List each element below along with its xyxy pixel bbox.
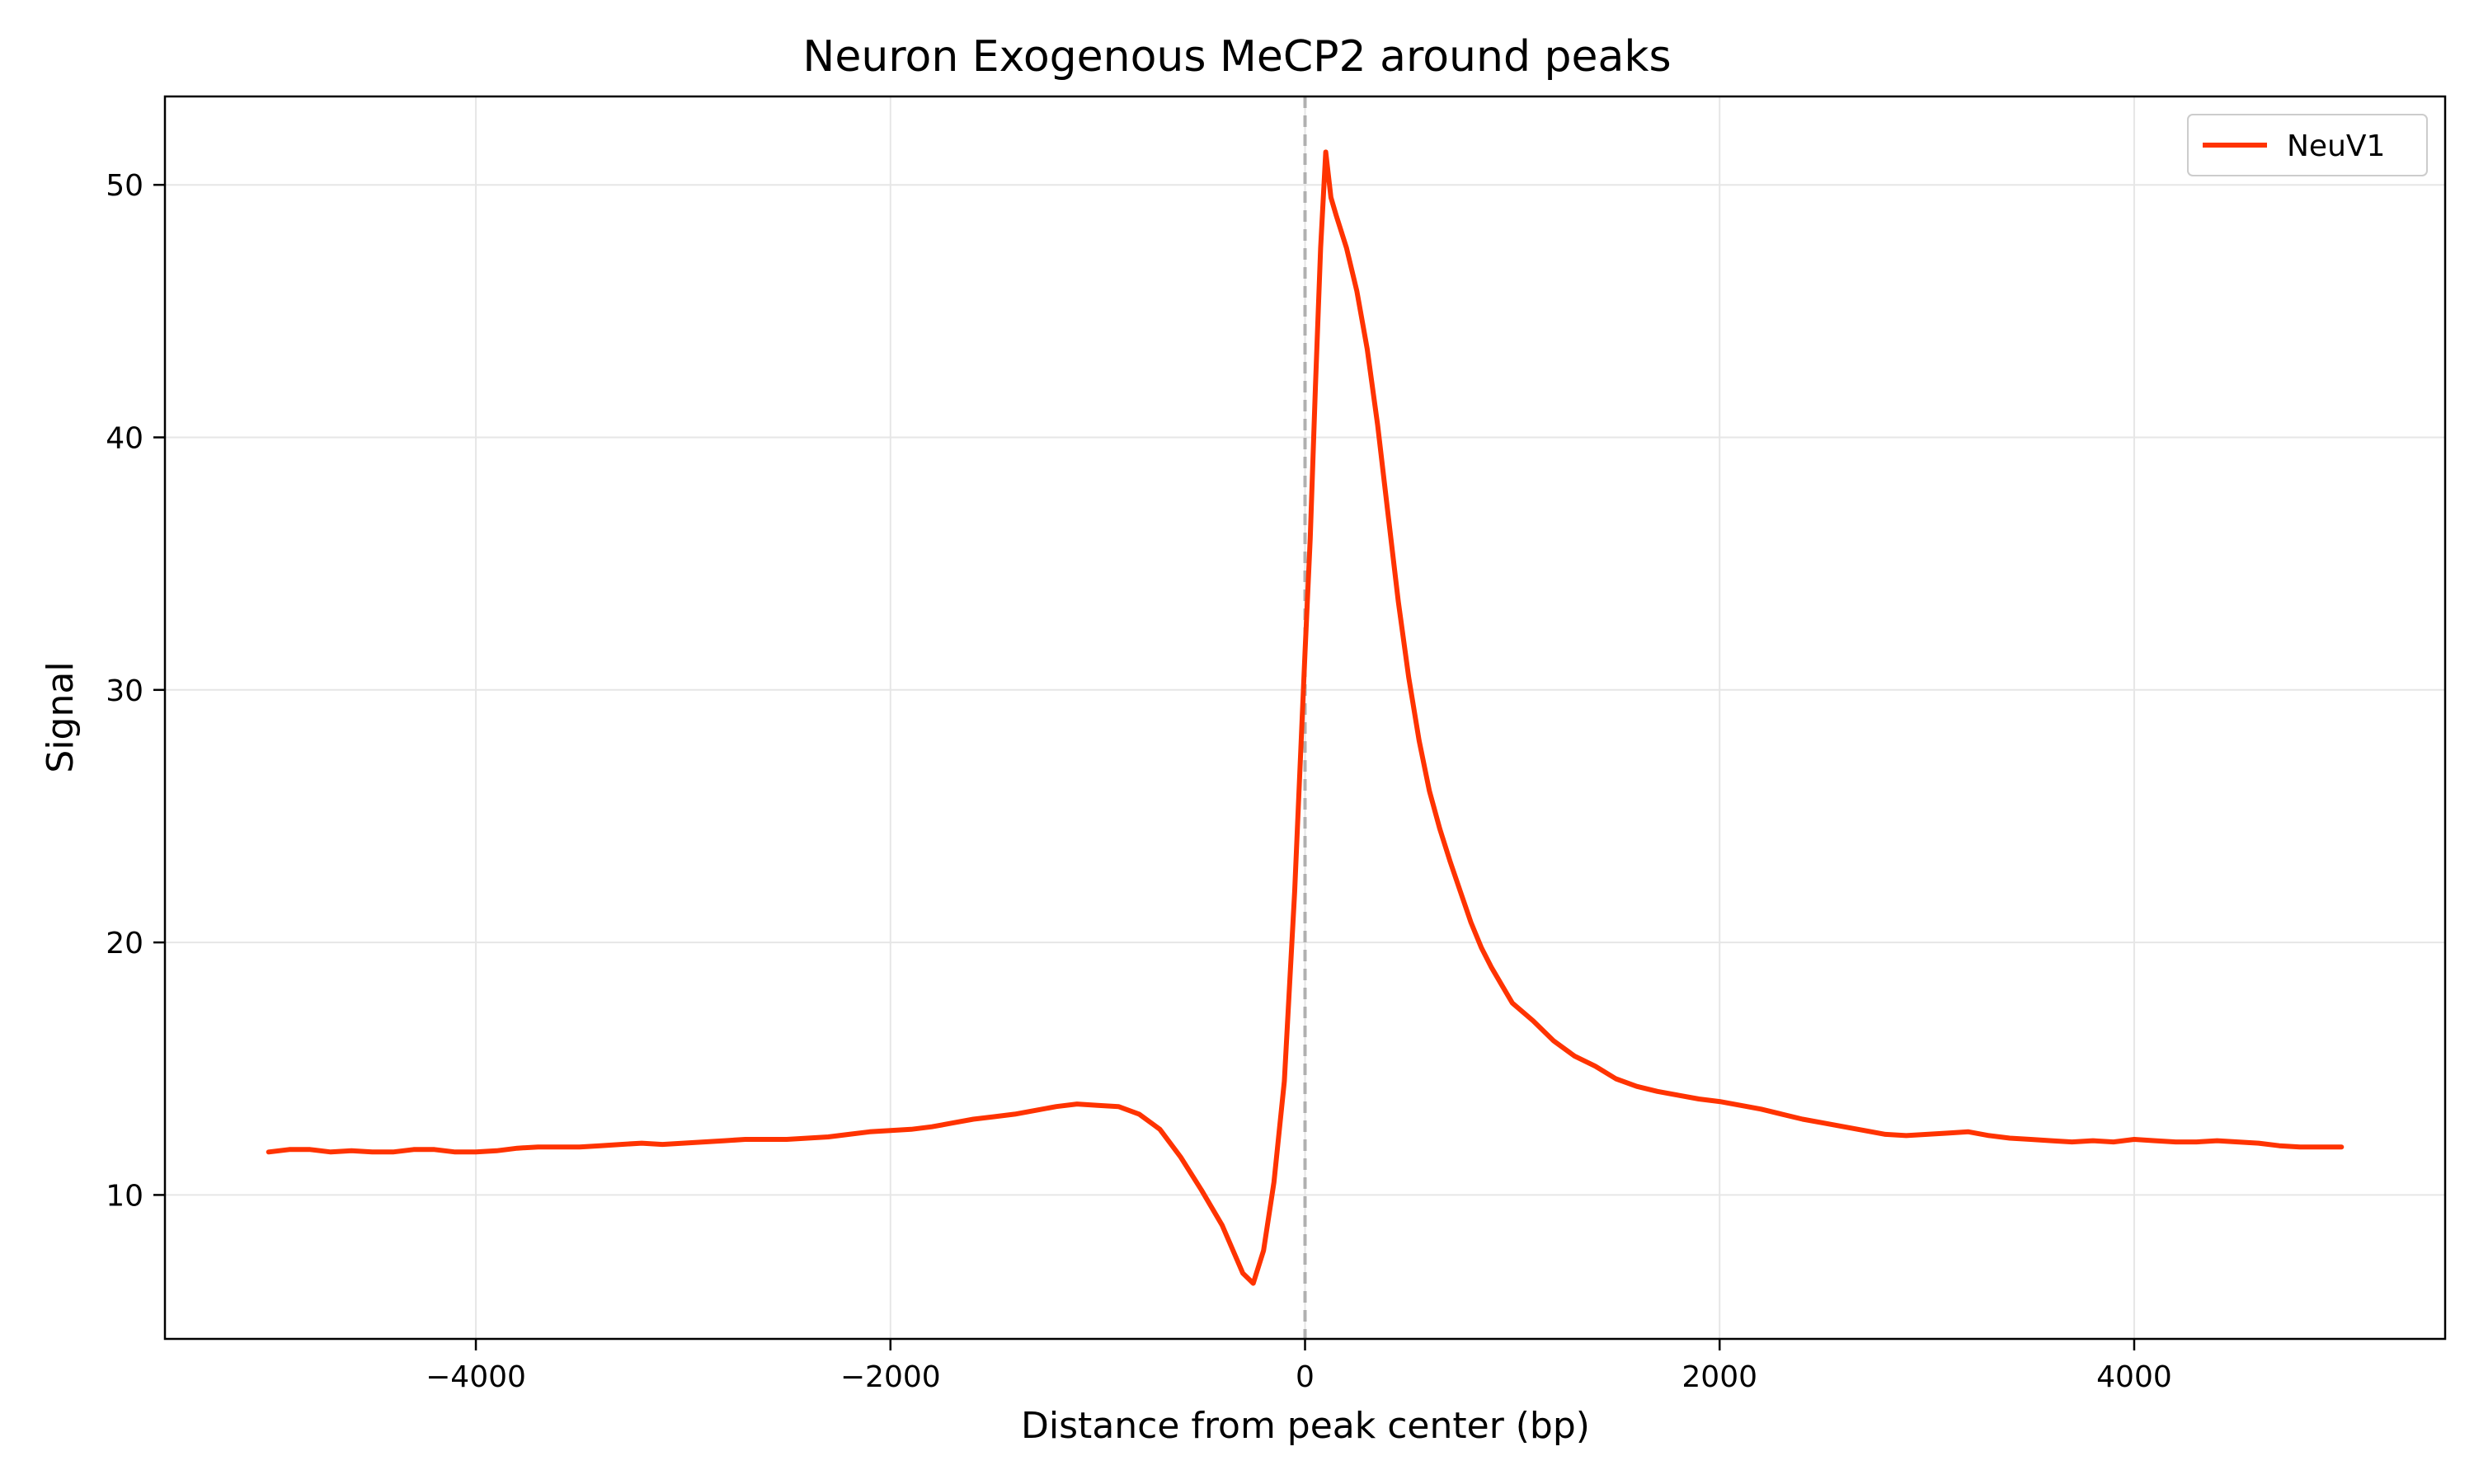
legend-box [2187, 114, 2428, 176]
x-tick-label: 4000 [2096, 1360, 2172, 1394]
y-tick-label: 40 [106, 422, 143, 456]
series-layer [266, 149, 2345, 1286]
chart-title: Neuron Exogenous MeCP2 around peaks [802, 32, 1671, 82]
x-tick-label: −4000 [426, 1360, 526, 1394]
legend-label: NeuV1 [2287, 129, 2385, 163]
legend: NeuV1 [2187, 114, 2428, 176]
y-tick-label: 10 [106, 1179, 143, 1213]
y-tick-label: 50 [106, 169, 143, 203]
series-line-neuv1 [266, 149, 2345, 1286]
x-tick-label: 0 [1296, 1360, 1315, 1394]
y-axis-label: Signal [40, 661, 82, 773]
x-axis-label: Distance from peak center (bp) [1021, 1405, 1590, 1447]
x-tick-label: 2000 [1681, 1360, 1757, 1394]
x-tick-label: −2000 [840, 1360, 941, 1394]
x-axis-ticks: −4000 −2000 0 2000 4000 [426, 1339, 2172, 1394]
grid [165, 96, 2445, 1339]
y-tick-label: 20 [106, 927, 143, 960]
y-axis-ticks: 10 20 30 40 50 [106, 169, 165, 1213]
y-tick-label: 30 [106, 674, 143, 708]
